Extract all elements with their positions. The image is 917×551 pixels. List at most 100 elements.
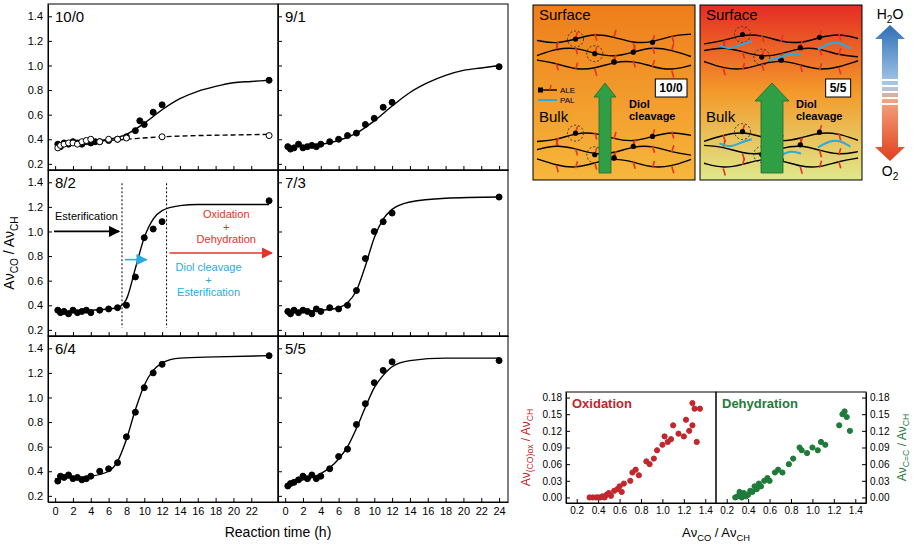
tick-mark [855,499,856,503]
tick [109,166,110,170]
tick-mark [481,166,482,170]
tick [162,166,163,170]
axis [278,171,282,337]
side-group [839,48,841,55]
axis-title: Reaction time (h) [225,524,332,540]
axis-line [278,5,279,171]
tick [410,332,411,336]
side-group [576,161,578,168]
pal-chain [769,54,801,60]
side-group [839,34,841,41]
tick: 10 [139,498,151,517]
fit-line [285,197,499,311]
annotation: Esterification [177,286,240,298]
tick-label: 10 [369,505,381,517]
tick: 0.2 [28,490,52,502]
tick-label: 24 [493,505,505,517]
tick-mark [446,498,447,502]
legend-label: PAL [560,96,575,105]
tick-label: 0.06 [543,459,563,470]
schematic-box [700,5,862,180]
legend-swatch [538,88,543,93]
tick-mark [48,164,52,165]
tick [144,332,145,336]
tick: 8 [354,498,360,517]
data-point [266,198,272,204]
tick-mark [126,498,127,502]
tick-mark [144,332,145,336]
pal-chain [719,139,751,146]
side-group [743,63,745,70]
axis: 0.20.40.60.81.01.21.4 [567,499,717,516]
tick-label: 1.0 [28,60,43,72]
axis-title-part: / Aν [519,421,533,444]
species-label-part: O [882,163,893,179]
tick-label: 6 [106,505,112,517]
panel: 7/3 [278,170,509,337]
data-point [823,442,828,447]
annotation: Esterification [55,210,118,222]
tick [233,166,234,170]
side-group [556,42,558,49]
tick-mark [278,397,282,398]
tick-mark [109,498,110,502]
panel-title: 8/2 [55,174,76,191]
tick-label: 0.12 [870,426,890,437]
tick-label: 12 [156,505,168,517]
marks [55,183,272,327]
panel-title: Dehydration [722,396,798,411]
tick: 1.0 [28,60,52,72]
side-group [614,30,616,37]
exchange-arrow [875,25,905,161]
tick: 6 [336,498,342,517]
axis [278,337,282,503]
data-point [362,256,368,262]
axis: 0.20.40.60.81.01.21.4 [28,171,52,337]
tick-label: 1.2 [28,367,43,379]
axis-title-part: Aν [895,467,909,481]
data-point [380,104,386,110]
marks [55,353,272,484]
data-point [786,462,791,467]
tick-mark [374,166,375,170]
data-point [380,367,386,373]
tick-mark [862,497,866,498]
side-group [653,47,655,54]
panel-title: 6/4 [55,340,76,357]
axis-line [567,503,717,504]
tick-mark [285,498,286,502]
tick-mark [48,65,52,66]
tick-mark [55,166,56,170]
tick: 18 [440,498,452,517]
tick-mark [481,498,482,502]
data-point [681,434,686,439]
tick: 16 [422,498,434,517]
fit-line [55,356,269,479]
tick: 0.12 [543,426,570,437]
tick-mark [109,332,110,336]
tick-mark [770,499,771,503]
tick-label: 1.4 [28,176,43,188]
tick-mark [684,499,685,503]
data-point [694,439,699,444]
tick-mark [144,166,145,170]
panel: 0.20.40.60.81.01.21.48/2EsterificationDi… [28,170,279,337]
data-point [336,136,342,142]
side-group [762,35,764,42]
side-group [781,35,783,42]
tick: 24 [493,498,505,517]
tick: 4 [318,498,324,517]
axis-title-part: CH [736,533,750,543]
side-group [839,134,841,141]
tick [499,166,500,170]
tick-mark [48,330,52,331]
sample-box [826,79,851,97]
tick: 1.4 [849,499,863,516]
tick-mark [374,498,375,502]
tick-mark [278,373,282,374]
data-point [141,122,147,128]
data-point [353,288,359,294]
tick-mark [705,499,706,503]
tick-mark [48,496,52,497]
tick [278,139,282,140]
